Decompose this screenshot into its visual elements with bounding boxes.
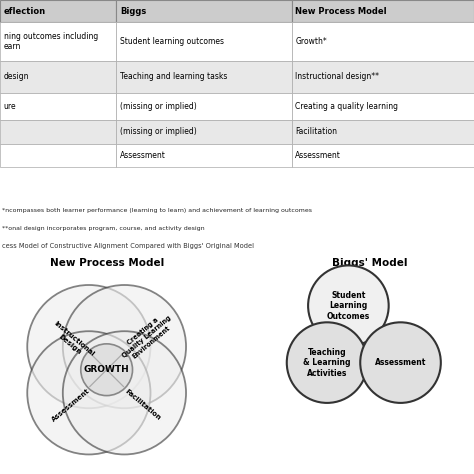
Bar <box>116 93 292 120</box>
Text: New Process Model: New Process Model <box>49 258 164 268</box>
Text: (missing or implied): (missing or implied) <box>120 128 197 137</box>
Text: eflection: eflection <box>4 7 46 16</box>
Bar <box>0 0 116 22</box>
Text: Teaching
& Learning
Activities: Teaching & Learning Activities <box>303 348 351 377</box>
Text: Biggs: Biggs <box>120 7 146 16</box>
Circle shape <box>287 322 367 403</box>
Text: Assessment: Assessment <box>51 387 91 422</box>
Text: cess Model of Constructive Alignment Compared with Biggs' Original Model: cess Model of Constructive Alignment Com… <box>2 243 255 249</box>
Text: Creating a
Quality Learning
Environment: Creating a Quality Learning Environment <box>117 310 177 365</box>
Text: ning outcomes including
earn: ning outcomes including earn <box>4 32 98 52</box>
Bar <box>0 144 116 167</box>
Text: Instructional
Design: Instructional Design <box>49 320 96 363</box>
Bar <box>0 120 116 144</box>
Bar <box>116 120 292 144</box>
Bar <box>292 144 474 167</box>
Circle shape <box>308 265 389 346</box>
Bar <box>292 61 474 93</box>
Bar <box>116 0 292 22</box>
Text: New Process Model: New Process Model <box>295 7 387 16</box>
Text: *ncompasses both learner performance (learning to learn) and achievement of lear: *ncompasses both learner performance (le… <box>2 208 312 213</box>
Text: Facilitation: Facilitation <box>123 388 162 421</box>
Circle shape <box>360 322 441 403</box>
Text: design: design <box>4 73 29 82</box>
Bar <box>116 144 292 167</box>
Text: Facilitation: Facilitation <box>295 128 337 137</box>
Bar <box>292 93 474 120</box>
Circle shape <box>63 331 186 455</box>
Circle shape <box>27 285 151 408</box>
Bar <box>292 0 474 22</box>
Circle shape <box>81 344 133 396</box>
Text: Teaching and learning tasks: Teaching and learning tasks <box>120 73 228 82</box>
Text: Student
Learning
Outcomes: Student Learning Outcomes <box>327 291 370 320</box>
Bar <box>116 22 292 61</box>
Bar <box>0 93 116 120</box>
Bar <box>0 61 116 93</box>
Text: Student learning outcomes: Student learning outcomes <box>120 37 224 46</box>
Text: GROWTH: GROWTH <box>84 365 129 374</box>
Text: Assessment: Assessment <box>375 358 426 367</box>
Text: Creating a quality learning: Creating a quality learning <box>295 102 398 111</box>
Text: Assessment: Assessment <box>120 151 166 160</box>
Bar <box>292 120 474 144</box>
Bar <box>116 61 292 93</box>
Text: ure: ure <box>4 102 17 111</box>
Text: Growth*: Growth* <box>295 37 327 46</box>
Bar <box>0 22 116 61</box>
Text: (missing or implied): (missing or implied) <box>120 102 197 111</box>
Text: Instructional design**: Instructional design** <box>295 73 379 82</box>
Circle shape <box>27 331 151 455</box>
Text: Biggs' Model: Biggs' Model <box>332 258 408 268</box>
Text: **onal design incorporates program, course, and activity design: **onal design incorporates program, cour… <box>2 226 205 231</box>
Bar <box>292 22 474 61</box>
Text: Assessment: Assessment <box>295 151 341 160</box>
Circle shape <box>63 285 186 408</box>
